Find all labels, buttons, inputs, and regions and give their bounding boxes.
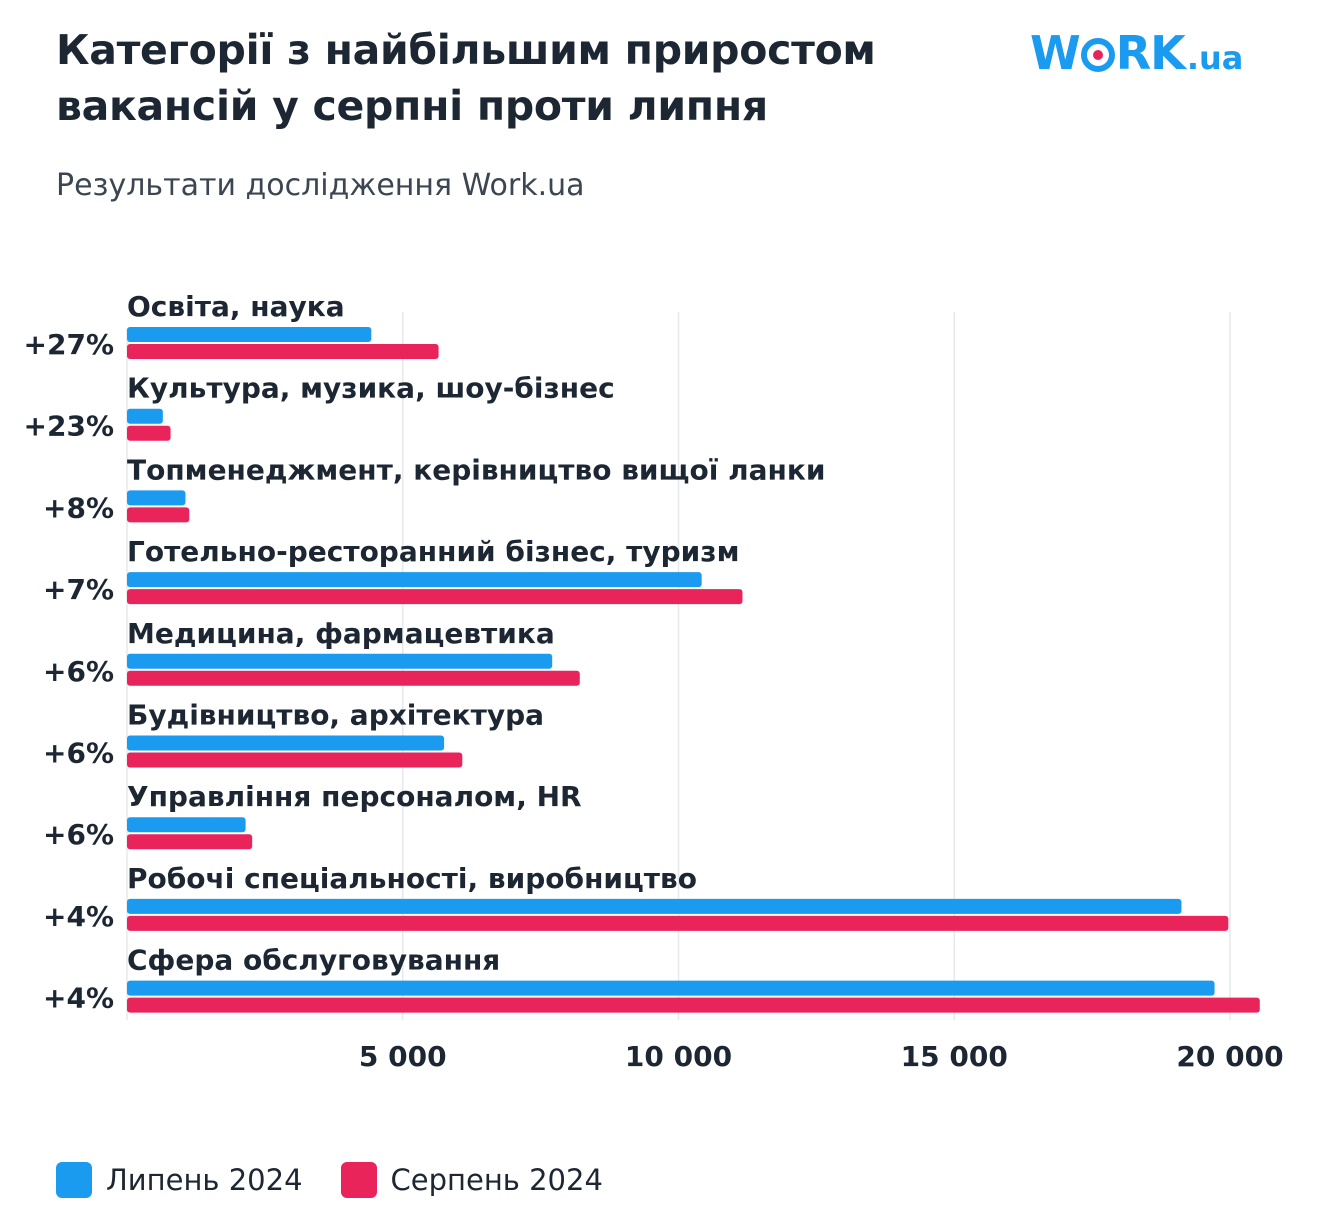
x-tick-label: 10 000 [625,1040,732,1073]
growth-label: +23% [24,410,114,443]
growth-label: +6% [43,818,114,851]
bar-july [127,490,186,506]
growth-label: +6% [43,737,114,770]
growth-label: +27% [24,328,114,361]
bar-august [127,344,439,359]
bar-august [127,834,253,850]
chart-subtitle: Результати дослідження Work.ua [56,168,585,203]
bar-august [127,589,743,605]
bar-july [127,817,246,833]
title-line-1: Категорії з найбільшим приростом [56,26,876,74]
bar-july [127,653,553,669]
category-label: Сфера обслуговування [127,944,500,977]
category-label: Готельно-ресторанний бізнес, туризм [127,535,739,568]
legend-label-july: Липень 2024 [106,1163,303,1197]
category-label: Будівництво, архітектура [127,699,544,732]
work-ua-logo: W RK .ua [1030,26,1243,82]
bar-august [127,752,463,768]
bar-july [127,572,702,588]
bar-july [127,408,163,424]
bar-august [127,997,1260,1013]
category-label: Робочі спеціальності, виробництво [127,862,697,895]
bar-august [127,425,171,441]
legend-item-august: Серпень 2024 [340,1162,603,1198]
growth-label: +6% [43,655,114,688]
chart-title: Категорії з найбільшим приростом вакансі… [56,22,996,134]
bar-july [127,898,1182,914]
category-label: Топменеджмент, керівництво вищої ланки [127,453,825,486]
x-tick-label: 5 000 [359,1040,447,1073]
logo-text-rk: RK [1115,26,1186,80]
growth-label: +4% [43,900,114,933]
category-label: Управління персоналом, HR [127,780,582,813]
title-line-2: вакансій у серпні проти липня [56,82,768,130]
x-tick-label: 20 000 [1176,1040,1283,1073]
legend-swatch-august [340,1162,377,1198]
logo-text-ua: .ua [1186,39,1244,77]
legend: Липень 2024 Серпень 2024 [56,1162,641,1198]
logo-text-w: W [1030,26,1081,80]
bar-august [127,915,1229,931]
bar-chart: 5 000 10 000 15 000 20 000 Освіта, наука +27%… [24,290,1284,1073]
bar-august [127,507,190,523]
bar-july [127,735,445,751]
legend-label-august: Серпень 2024 [390,1163,603,1197]
category-label: Освіта, наука [127,290,345,323]
category-label: Культура, музика, шоу-бізнес [127,372,615,405]
bar-august [127,670,580,686]
growth-label: +8% [43,491,114,524]
bar-july [127,980,1215,996]
logo-o-icon [1080,38,1115,72]
legend-swatch-july [56,1162,92,1198]
growth-label: +4% [43,982,114,1015]
legend-item-july: Липень 2024 [56,1162,303,1198]
x-tick-label: 15 000 [901,1040,1008,1073]
bar-july [127,327,372,342]
category-label: Медицина, фармацевтика [127,617,555,650]
growth-label: +7% [43,573,114,606]
